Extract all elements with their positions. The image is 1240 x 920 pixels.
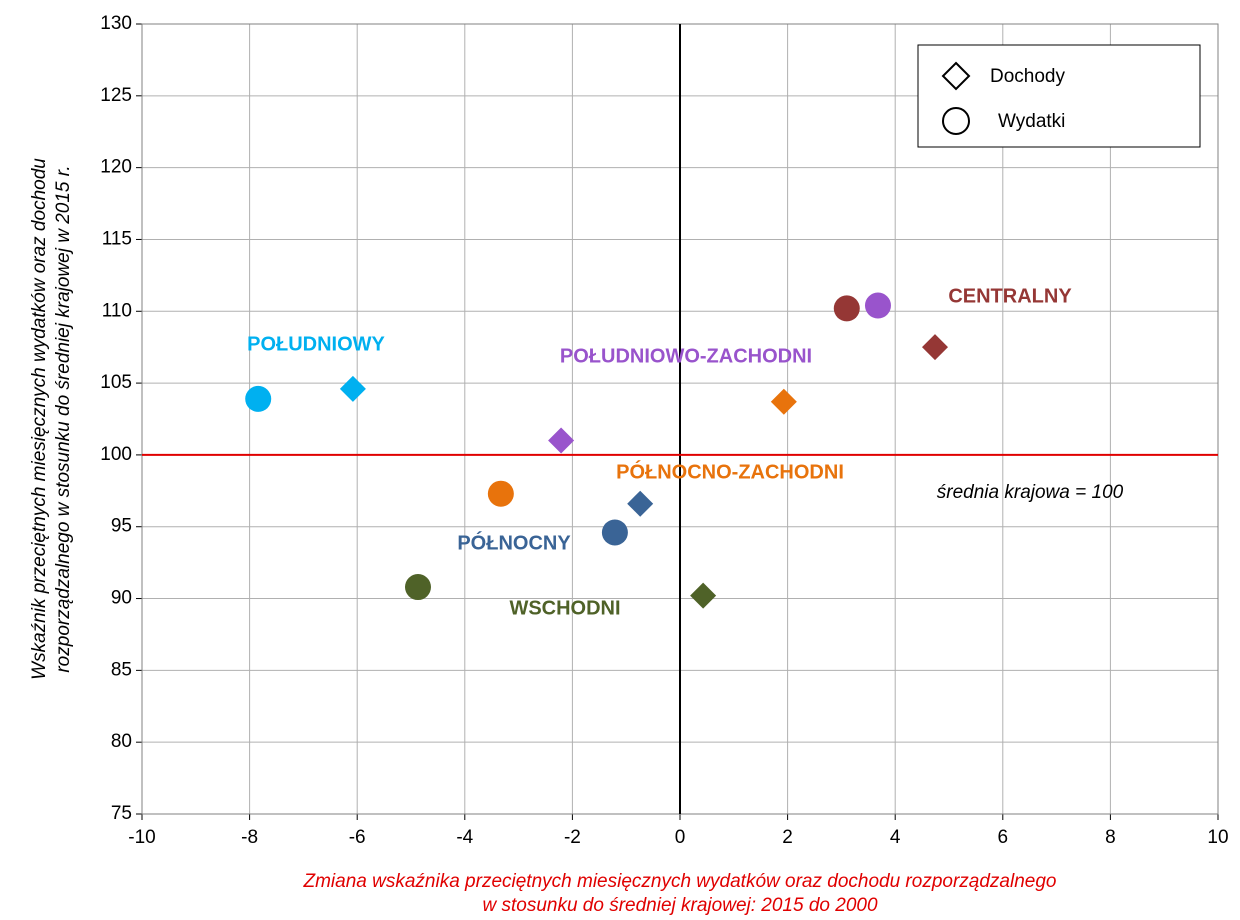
y-tick-label: 125	[100, 85, 132, 106]
x-tick-label: -4	[456, 827, 473, 848]
diamond-marker	[627, 490, 654, 517]
y-tick-label: 75	[111, 803, 132, 824]
x-tick-label: 2	[782, 827, 793, 848]
y-tick-label: 90	[111, 588, 132, 609]
x-tick-label: 4	[890, 827, 901, 848]
diamond-marker	[548, 427, 575, 454]
y-tick-label: 100	[100, 444, 132, 465]
y-tick-label: 95	[111, 516, 132, 537]
region-label: WSCHODNI	[509, 597, 620, 619]
x-tick-label: -6	[349, 827, 366, 848]
circle-marker	[864, 292, 891, 319]
circle-marker	[404, 574, 431, 601]
diamond-marker	[941, 61, 971, 91]
legend-label: Dochody	[990, 66, 1065, 87]
x-tick-label: 8	[1105, 827, 1116, 848]
y-tick-label: 130	[100, 13, 132, 34]
diamond-marker	[339, 375, 366, 402]
diamond-marker	[770, 388, 797, 415]
legend-label: Wydatki	[998, 111, 1065, 132]
x-tick-label: 6	[998, 827, 1009, 848]
x-tick-label: -10	[128, 827, 155, 848]
region-label: CENTRALNY	[948, 285, 1072, 307]
reference-label: średnia krajowa = 100	[937, 482, 1124, 503]
y-tick-label: 120	[100, 157, 132, 178]
region-label: PÓŁNOCNY	[457, 530, 571, 554]
y-tick-label: 105	[100, 372, 132, 393]
region-label: POŁUDNIOWY	[247, 333, 385, 355]
diamond-marker	[690, 582, 717, 609]
y-tick-label: 85	[111, 659, 132, 680]
y-tick-label: 110	[102, 300, 132, 321]
circle-marker	[601, 519, 628, 546]
circle-marker	[833, 295, 860, 322]
x-tick-label: 10	[1207, 827, 1228, 848]
x-tick-label: 0	[675, 827, 686, 848]
x-axis-title: w stosunku do średniej krajowej: 2015 do…	[482, 895, 877, 916]
y-axis-title: Wskaźnik przeciętnych miesięcznych wydat…	[29, 158, 50, 680]
y-tick-label: 115	[102, 228, 132, 249]
circle-marker	[487, 480, 514, 507]
x-tick-label: -8	[241, 827, 258, 848]
y-axis-title: rozporządzalnego w stosunku do średniej …	[53, 165, 74, 672]
region-label: POŁUDNIOWO-ZACHODNI	[560, 345, 812, 367]
x-tick-label: -2	[564, 827, 581, 848]
diamond-marker	[922, 334, 949, 361]
x-axis-title: Zmiana wskaźnika przeciętnych miesięczny…	[303, 871, 1057, 892]
circle-marker	[245, 385, 272, 412]
region-label: PÓŁNOCNO-ZACHODNI	[616, 459, 844, 483]
y-tick-label: 80	[111, 731, 132, 752]
circle-marker	[942, 107, 970, 135]
